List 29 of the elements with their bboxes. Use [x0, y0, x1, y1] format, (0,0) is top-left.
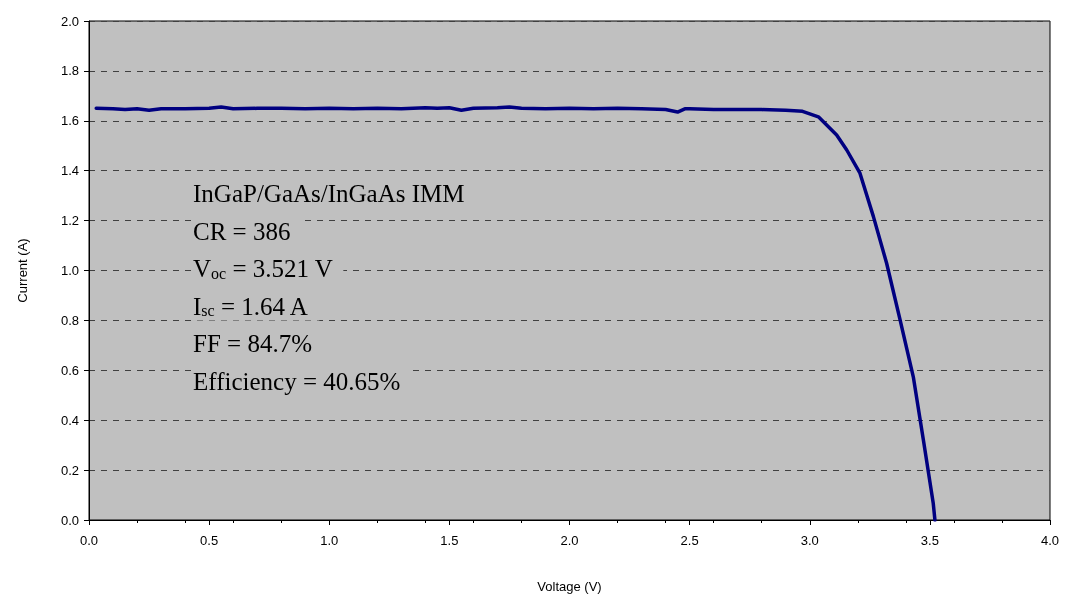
- annotation: FF = 84.7%: [193, 330, 312, 357]
- x-tick-label: 0.0: [79, 533, 99, 548]
- y-tick-label: 1.6: [60, 113, 79, 129]
- y-tick-label: 1.2: [60, 213, 79, 229]
- x-tick-label: 3.5: [920, 533, 939, 548]
- y-axis-title: Current (A): [15, 238, 30, 303]
- x-tick-label: 2.5: [680, 533, 699, 548]
- x-tick-label: 4.0: [1040, 533, 1060, 548]
- annotation: InGaP/GaAs/InGaAs IMM: [193, 180, 465, 207]
- y-tick-label: 0.6: [60, 362, 79, 378]
- y-tick-label: 1.0: [60, 263, 79, 278]
- y-tick-label: 1.8: [60, 63, 79, 79]
- x-tick-label: 3.0: [800, 533, 819, 548]
- x-tick-label: 1.5: [440, 533, 459, 548]
- y-tick-label: 0.0: [60, 512, 79, 528]
- x-axis-title: Voltage (V): [537, 579, 602, 594]
- y-tick-label: 0.4: [60, 412, 79, 428]
- annotation: Isc = 1.64 A: [193, 292, 308, 320]
- x-tick-label: 0.5: [200, 533, 219, 548]
- line-series: [94, 105, 937, 522]
- annotation: Voc = 3.521 V: [193, 255, 333, 282]
- y-tick-label: 1.4: [60, 163, 79, 179]
- x-tick-label: 1.0: [320, 533, 339, 548]
- annotation: Efficiency = 40.65%: [193, 367, 401, 395]
- y-tick-label: 0.2: [60, 462, 79, 478]
- y-tick-label: 0.8: [60, 312, 79, 328]
- y-tick-label: 2.0: [60, 13, 79, 29]
- annotation: CR = 386: [193, 217, 291, 245]
- x-tick-label: 2.0: [560, 533, 579, 548]
